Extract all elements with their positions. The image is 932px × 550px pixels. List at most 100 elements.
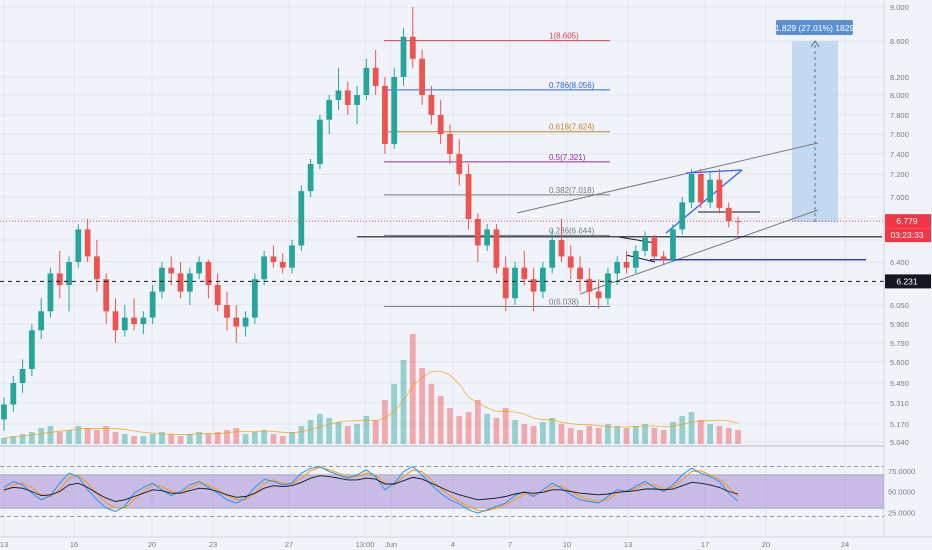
price-tick-label: 6.050	[890, 301, 909, 310]
wedge-upper-line[interactable]	[685, 169, 743, 174]
candle-body	[94, 256, 100, 280]
volume-bar	[725, 428, 732, 444]
volume-bar	[233, 428, 240, 444]
candle-body	[595, 291, 602, 299]
price-axis[interactable]: 9.000 8.600 8.200 8.000 7.800 7.600 7.400 7.200…	[883, 0, 909, 537]
candle	[159, 262, 165, 299]
time-axis[interactable]: 13 16 20 23 27 13:00 Jun 4 7 10 13 17 20 24	[0, 536, 932, 549]
volume-bar	[159, 432, 165, 444]
volume-bar	[530, 426, 537, 444]
candle-body	[47, 273, 54, 312]
volume-bar	[586, 426, 593, 444]
volume-bar	[103, 426, 110, 444]
candle-body	[131, 317, 137, 324]
candle	[317, 115, 323, 169]
volume-bar	[707, 424, 714, 444]
volume-bar	[447, 408, 453, 444]
candle-body	[279, 262, 286, 268]
candle-body	[224, 305, 230, 318]
candle	[642, 231, 648, 257]
candle-body	[10, 383, 17, 405]
candle	[121, 305, 128, 337]
candle-body	[493, 229, 500, 268]
candle	[372, 49, 379, 95]
candle-body	[233, 317, 240, 327]
candle	[363, 58, 370, 100]
volume-bar	[400, 360, 407, 444]
candle	[196, 256, 202, 280]
horizontal-level[interactable]: 6.231	[0, 274, 931, 289]
candle	[214, 273, 221, 312]
candle-body	[670, 229, 676, 260]
time-tick-label: 13	[624, 540, 632, 549]
candle	[521, 250, 528, 285]
candle	[168, 256, 175, 285]
time-tick-label: 7	[508, 540, 512, 549]
candle-body	[66, 262, 72, 285]
candle-body	[344, 90, 351, 105]
volume-bar	[558, 424, 565, 444]
candle-body	[289, 245, 295, 268]
volume-bar	[623, 428, 630, 444]
rsi-pane[interactable]: 75.0000 50.0000 25.0000	[0, 445, 915, 517]
volume-bar	[335, 422, 342, 444]
candle-body	[512, 267, 518, 299]
candle-body	[465, 174, 472, 219]
candle	[326, 95, 333, 134]
candle	[84, 219, 91, 262]
volume-bar	[595, 428, 602, 444]
small-flag-top[interactable]	[618, 236, 656, 244]
price-tick-label: 7.800	[890, 111, 909, 120]
countdown-label: 03:23:33	[890, 230, 923, 240]
candle-body	[1, 404, 7, 420]
candle-body	[558, 240, 565, 257]
candle	[131, 298, 137, 331]
volume-bar	[66, 430, 72, 444]
candle-body	[382, 85, 388, 144]
candle-body	[623, 262, 630, 268]
time-tick-label: 20	[762, 540, 770, 549]
target-label-box	[776, 20, 853, 35]
candle	[354, 85, 360, 125]
volume-bar	[642, 424, 648, 444]
candle	[38, 298, 45, 340]
volume-bar	[1, 438, 7, 444]
volume-bar	[382, 400, 388, 444]
channel-upper-line[interactable]	[516, 142, 819, 214]
volume-bar	[437, 396, 444, 444]
trendline-drawings[interactable]	[516, 142, 819, 295]
price-tick-label: 7.400	[890, 150, 909, 159]
volume-bar	[298, 426, 305, 444]
candle	[614, 256, 621, 285]
wedge-lower-line[interactable]	[665, 169, 743, 234]
candle-body	[261, 256, 268, 280]
candle	[224, 291, 230, 331]
candle-body	[642, 237, 648, 251]
small-flag-bottom[interactable]	[625, 254, 656, 263]
volume-bar	[94, 430, 100, 444]
candle	[335, 67, 342, 110]
channel-lower-line[interactable]	[579, 209, 819, 295]
candle-body	[567, 256, 574, 268]
volume-bar	[112, 432, 119, 444]
target-measure-box[interactable]: 1.829 (27.01%) 1829	[775, 20, 855, 223]
candle	[28, 324, 35, 376]
candle-body	[214, 285, 221, 305]
candle-body	[437, 115, 444, 134]
time-tick-label: 13:00	[356, 540, 375, 549]
volume-bar	[317, 414, 323, 444]
volume-bar	[261, 430, 268, 444]
candle-body	[28, 330, 35, 369]
candle	[428, 85, 435, 125]
candle	[577, 256, 583, 292]
volume-bar	[10, 436, 17, 444]
fib-level-label: 1(8.605)	[549, 32, 579, 41]
target-arrow-head	[810, 40, 820, 48]
support-lines[interactable]	[357, 236, 882, 261]
candle	[307, 158, 314, 197]
volume-bar	[205, 434, 212, 444]
candle	[251, 273, 258, 324]
price-tick-label: 7.200	[890, 170, 909, 179]
fib-level-label: 0.236(6.644)	[549, 226, 595, 235]
